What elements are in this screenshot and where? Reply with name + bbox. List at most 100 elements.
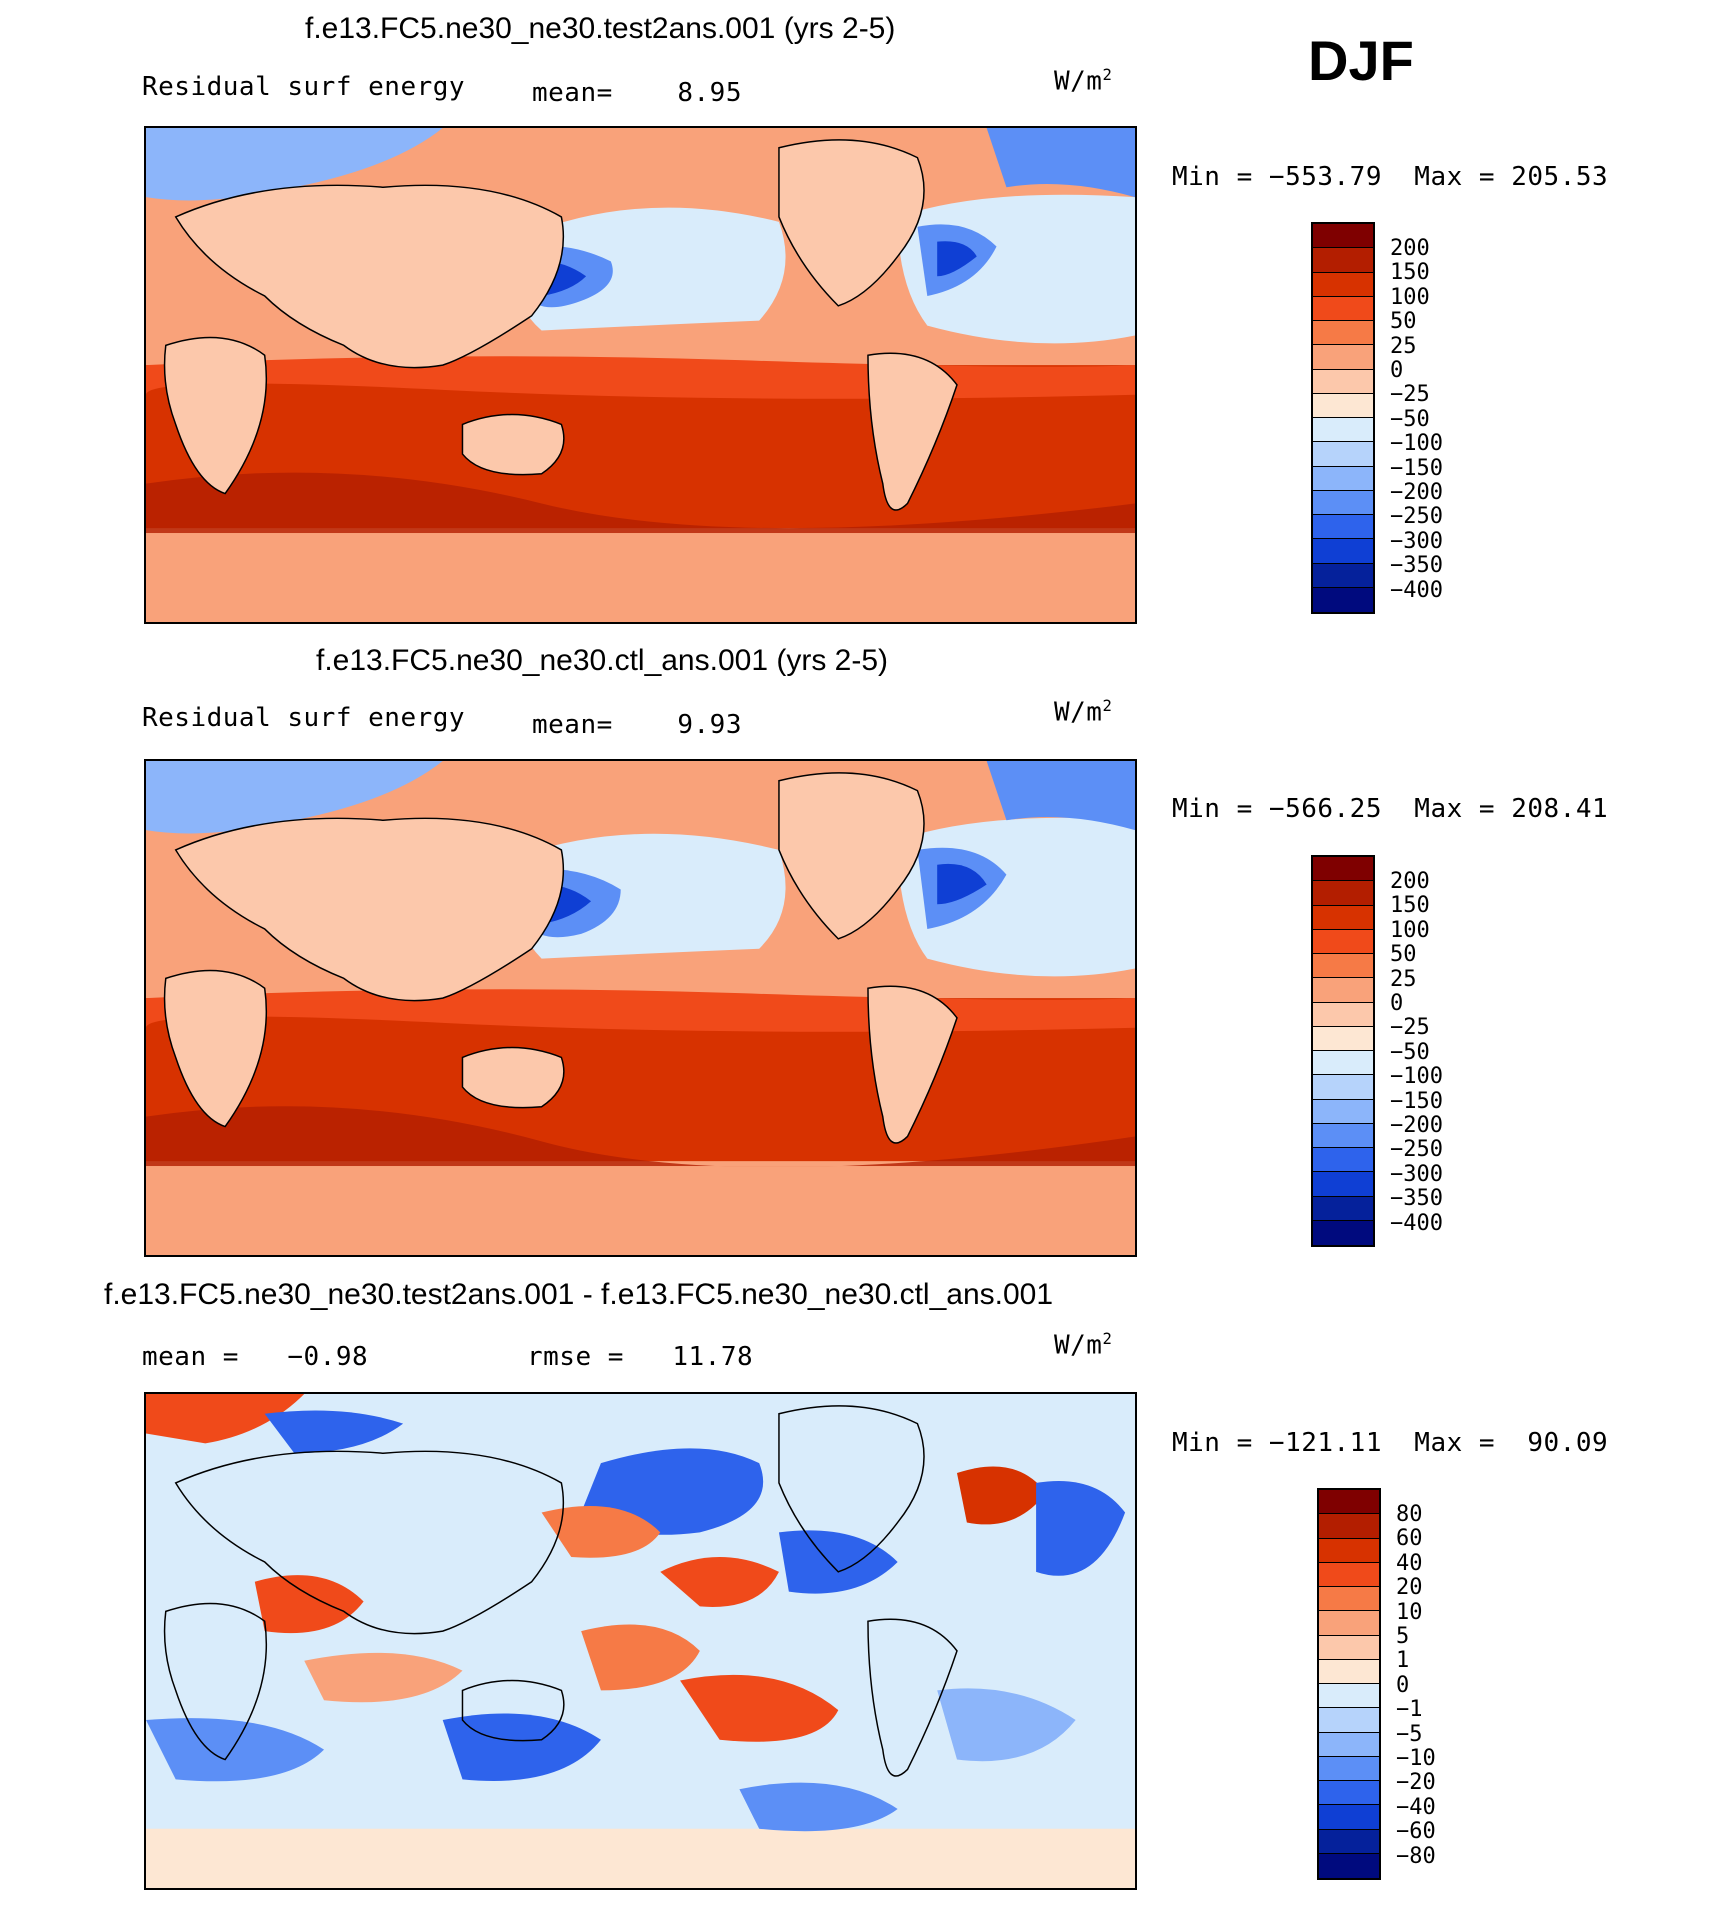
colorbar-tick-label: −40	[1396, 1794, 1436, 1820]
colorbar-swatch	[1313, 224, 1373, 249]
colorbar-swatch	[1319, 1538, 1379, 1563]
field-label: Residual surf energy	[142, 72, 466, 102]
colorbar-tick-label: 40	[1396, 1550, 1423, 1576]
colorbar-tick-label: 150	[1390, 260, 1430, 286]
colorbar-swatch	[1319, 1684, 1379, 1709]
units-label: W/m2	[1054, 66, 1113, 97]
colorbar-tick-label: −200	[1390, 480, 1443, 505]
colorbar-swatch	[1313, 539, 1373, 564]
colorbar-cells	[1319, 1490, 1379, 1878]
colorbar-tick-label: −20	[1396, 1770, 1436, 1796]
colorbar-tick-label: 150	[1390, 893, 1430, 919]
colorbar-tick-label: 25	[1390, 333, 1417, 359]
colorbar-swatch	[1313, 1148, 1373, 1173]
colorbar-diff	[1317, 1488, 1381, 1880]
colorbar-tick-label: 0	[1390, 358, 1404, 383]
min-max-label: Min = −121.11 Max = 90.09	[1172, 1428, 1609, 1458]
colorbar-tick-label: −200	[1390, 1113, 1443, 1138]
min-max-label: Min = −566.25 Max = 208.41	[1172, 794, 1609, 824]
colorbar-swatch	[1313, 954, 1373, 979]
colorbar-swatch	[1319, 1732, 1379, 1757]
colorbar-tick-label: −50	[1390, 406, 1430, 432]
mean-label: mean= 9.93	[532, 710, 742, 740]
colorbar-tick-label: 100	[1390, 917, 1430, 943]
colorbar-swatch	[1319, 1514, 1379, 1539]
colorbar-swatch	[1313, 296, 1373, 321]
colorbar-tick-label: 10	[1396, 1599, 1423, 1625]
colorbar-tick-label: 80	[1396, 1502, 1423, 1527]
map-ctl	[144, 759, 1137, 1257]
colorbar-swatch	[1319, 1490, 1379, 1515]
colorbar-swatch	[1313, 1172, 1373, 1197]
colorbar-swatch	[1319, 1805, 1379, 1830]
colorbar-tick-label: −60	[1396, 1819, 1436, 1845]
colorbar-swatch	[1313, 515, 1373, 540]
colorbar-tick-label: −400	[1390, 1210, 1443, 1236]
colorbar-tick-label: −150	[1390, 1088, 1443, 1114]
colorbar-swatch	[1313, 1196, 1373, 1221]
colorbar-tick-label: −150	[1390, 455, 1443, 481]
colorbar-tick-label: 25	[1390, 966, 1417, 992]
colorbar-tick-label: 60	[1396, 1526, 1423, 1552]
colorbar-swatch	[1313, 1002, 1373, 1027]
colorbar-tick-label: −300	[1390, 1161, 1443, 1187]
colorbar-tick-label: −50	[1390, 1039, 1430, 1065]
colorbar-tick-label: −100	[1390, 431, 1443, 457]
colorbar-tick-label: 0	[1390, 991, 1404, 1016]
colorbar-swatch	[1313, 418, 1373, 443]
colorbar-swatch	[1313, 1123, 1373, 1148]
colorbar-swatch	[1313, 442, 1373, 467]
panel-title: f.e13.FC5.ne30_ne30.test2ans.001 - f.e13…	[104, 1278, 1054, 1311]
colorbar-swatch	[1319, 1708, 1379, 1733]
colorbar-tick-label: −25	[1390, 1015, 1430, 1041]
colorbar-swatch	[1313, 1099, 1373, 1124]
colorbar-swatch	[1319, 1587, 1379, 1612]
colorbar-cells	[1313, 224, 1373, 612]
colorbar-swatch	[1313, 248, 1373, 273]
colorbar-swatch	[1319, 1853, 1379, 1878]
colorbar-cells	[1313, 857, 1373, 1245]
colorbar-swatch	[1319, 1756, 1379, 1781]
colorbar-swatch	[1313, 905, 1373, 930]
units-label: W/m2	[1054, 1330, 1113, 1361]
units-label: W/m2	[1054, 697, 1113, 728]
colorbar-tick-label: 100	[1390, 284, 1430, 310]
colorbar-tick-label: 20	[1396, 1575, 1423, 1601]
map-diff	[144, 1392, 1137, 1890]
colorbar-swatch	[1313, 490, 1373, 515]
colorbar-swatch	[1313, 1051, 1373, 1076]
colorbar-tick-label: −100	[1390, 1064, 1443, 1090]
colorbar-tick-label: 1	[1396, 1648, 1410, 1674]
colorbar-swatch	[1319, 1635, 1379, 1660]
colorbar-test	[1311, 222, 1375, 614]
rmse-label: rmse = 11.78	[527, 1342, 754, 1372]
colorbar-swatch	[1319, 1781, 1379, 1806]
colorbar-tick-label: −1	[1396, 1697, 1423, 1723]
colorbar-tick-label: 50	[1390, 309, 1417, 335]
colorbar-tick-label: 200	[1390, 236, 1430, 261]
colorbar-swatch	[1313, 1026, 1373, 1051]
colorbar-swatch	[1313, 587, 1373, 612]
field-label: Residual surf energy	[142, 703, 466, 733]
colorbar-tick-label: 200	[1390, 869, 1430, 894]
colorbar-swatch	[1313, 881, 1373, 906]
colorbar-swatch	[1313, 929, 1373, 954]
colorbar-tick-label: 50	[1390, 942, 1417, 968]
panel-title: f.e13.FC5.ne30_ne30.ctl_ans.001 (yrs 2-5…	[316, 644, 889, 677]
colorbar-swatch	[1313, 857, 1373, 882]
colorbar-tick-label: −350	[1390, 553, 1443, 579]
colorbar-swatch	[1313, 563, 1373, 588]
colorbar-swatch	[1313, 978, 1373, 1003]
mean-label: mean = −0.98	[142, 1342, 369, 1372]
colorbar-tick-label: −250	[1390, 1137, 1443, 1163]
colorbar-tick-label: 0	[1396, 1672, 1410, 1698]
colorbar-tick-label: 5	[1396, 1624, 1410, 1649]
map-test	[144, 126, 1137, 624]
colorbar-swatch	[1319, 1829, 1379, 1854]
min-max-label: Min = −553.79 Max = 205.53	[1172, 162, 1609, 192]
colorbar-swatch	[1319, 1659, 1379, 1684]
colorbar-tick-label: −300	[1390, 528, 1443, 554]
colorbar-tick-label: −80	[1396, 1843, 1436, 1869]
colorbar-swatch	[1313, 393, 1373, 418]
colorbar-ctl	[1311, 855, 1375, 1247]
